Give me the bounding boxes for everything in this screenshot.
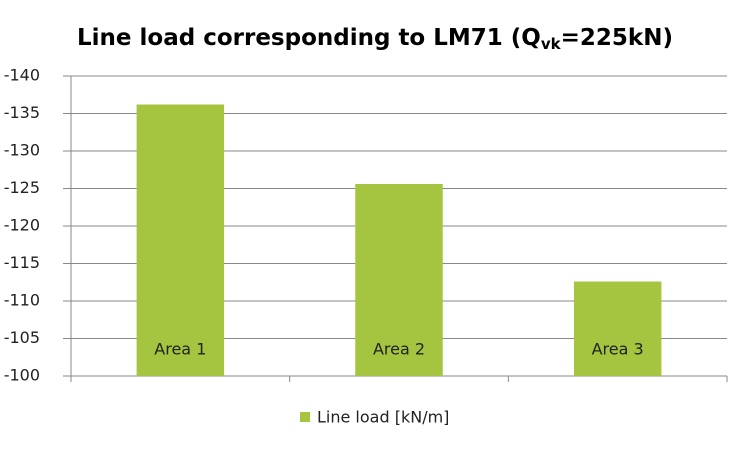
bar: [136, 104, 225, 376]
bar: [355, 184, 443, 376]
title-subscript: vk: [541, 35, 562, 53]
category-label: Area 3: [592, 340, 644, 359]
y-tick-label: -125: [4, 178, 40, 197]
y-tick-label: -140: [4, 66, 40, 85]
category-label: Area 2: [373, 340, 425, 359]
chart-title: Line load corresponding to LM71 (Qvk=225…: [77, 25, 673, 53]
title-part: Line load corresponding to LM71 (Q: [77, 25, 541, 51]
y-tick-label: -100: [4, 366, 40, 385]
bar: [573, 281, 662, 376]
title-part: =225kN): [561, 25, 673, 51]
y-tick-label: -105: [4, 328, 40, 347]
y-tick-label: -110: [4, 291, 40, 310]
y-tick-label: -130: [4, 141, 40, 160]
y-tick-label: -120: [4, 216, 40, 235]
legend-label: Line load [kN/m]: [317, 408, 449, 427]
legend-swatch: [300, 412, 310, 422]
category-label: Area 1: [154, 340, 206, 359]
y-tick-label: -135: [4, 103, 40, 122]
y-tick-label: -115: [4, 253, 40, 272]
